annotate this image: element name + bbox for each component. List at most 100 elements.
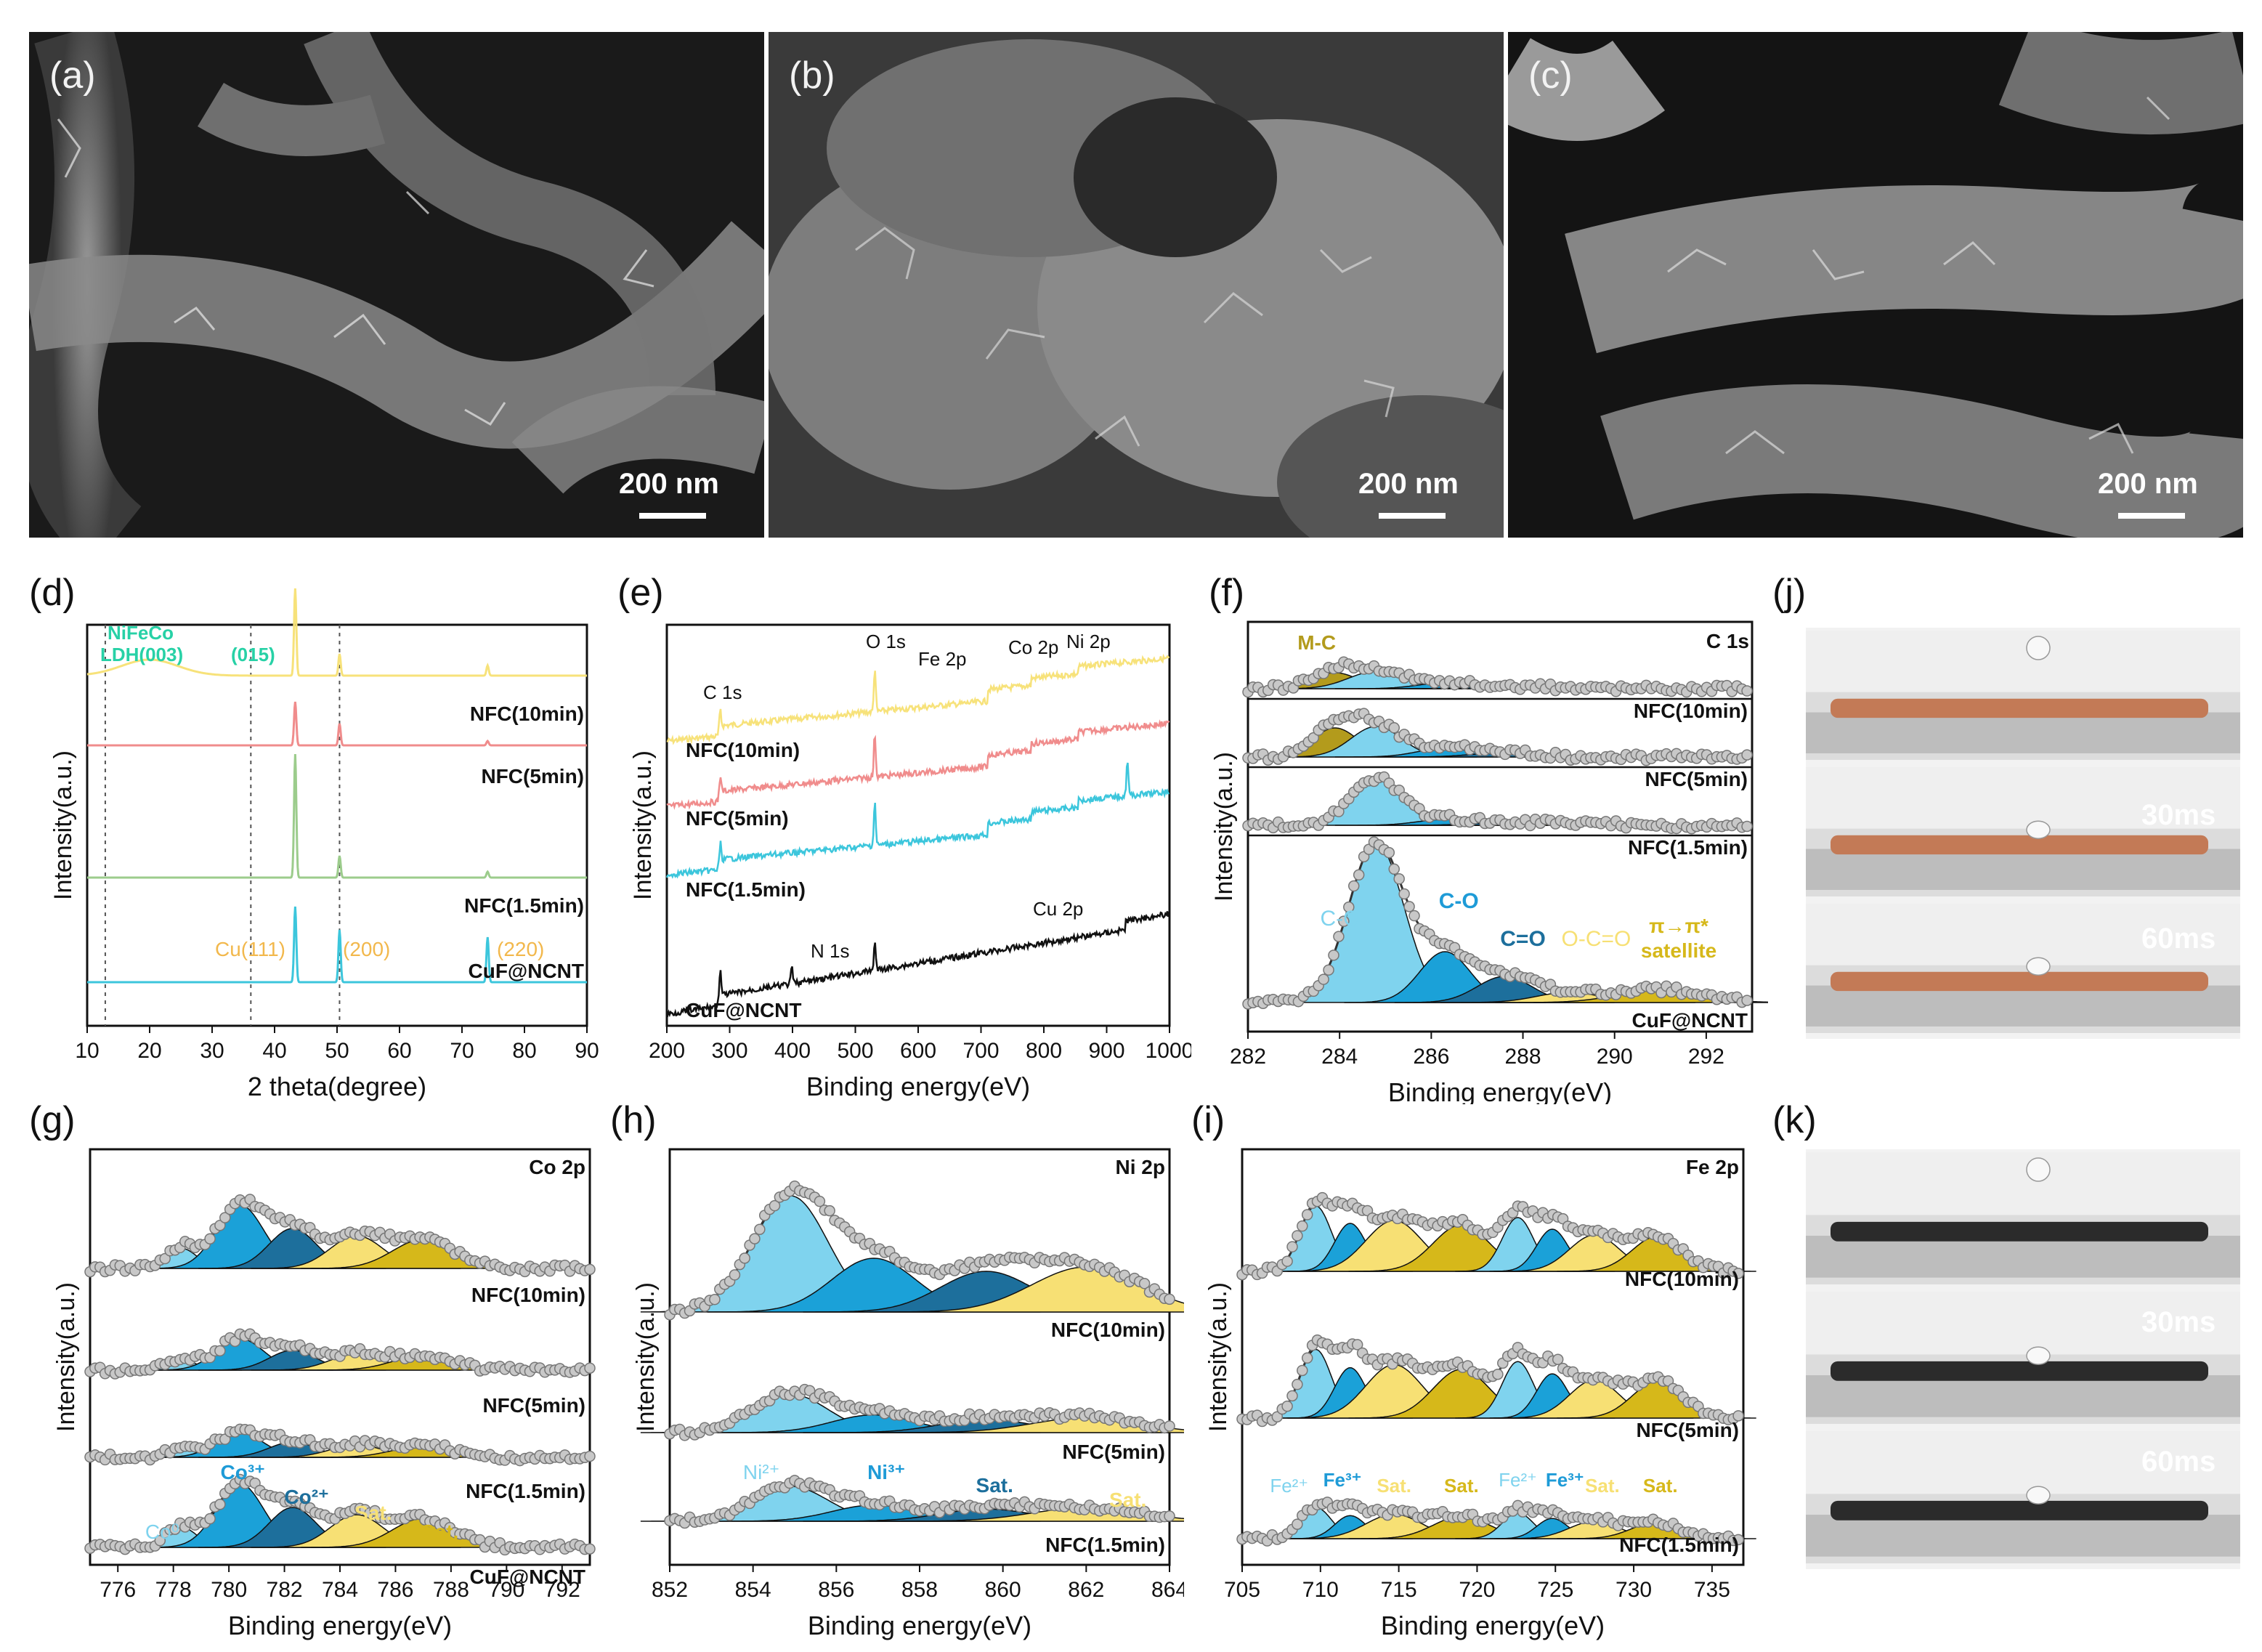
photo-background — [1806, 1431, 2240, 1494]
data-point — [1552, 1353, 1564, 1365]
series-label: NFC(10min) — [470, 702, 584, 725]
x-tick-label: 735 — [1694, 1578, 1730, 1602]
series-label: NFC(10min) — [1634, 700, 1748, 722]
series-label: NFC(1.5min) — [464, 894, 584, 917]
x-tick-label: 858 — [901, 1578, 938, 1602]
peak-label: π→π* — [1649, 915, 1708, 937]
data-point — [1351, 1339, 1363, 1351]
series-label: CuF@NCNT — [1632, 1009, 1748, 1032]
annotation: (220) — [497, 938, 544, 960]
photo-background — [1806, 1292, 2240, 1355]
peak-annotation: Fe 2p — [918, 648, 967, 670]
series-label: CuF@NCNT — [686, 999, 802, 1021]
x-tick-label: 862 — [1068, 1578, 1104, 1602]
sample-substrate — [1831, 1361, 2208, 1381]
series-line — [87, 753, 587, 879]
panel-label: (g) — [29, 1099, 76, 1141]
x-tick-label: 40 — [262, 1039, 286, 1063]
water-droplet — [2026, 820, 2051, 839]
annotation: LDH(003) — [100, 644, 183, 665]
sem-texture-a — [29, 32, 764, 538]
data-point — [1741, 685, 1753, 697]
photo-stage — [1806, 849, 2240, 890]
series-line — [87, 906, 587, 984]
frame-time: 60ms — [2141, 1446, 2216, 1478]
data-point — [204, 1233, 216, 1244]
data-point — [1308, 732, 1319, 744]
scale-label: 200 nm — [2098, 468, 2198, 500]
sample-substrate — [1831, 698, 2208, 718]
data-point — [214, 1345, 226, 1357]
peak-label: Ni³⁺ — [867, 1461, 905, 1483]
x-tick-label: 705 — [1224, 1578, 1260, 1602]
x-tick-label: 715 — [1381, 1578, 1417, 1602]
x-tick-label: 80 — [512, 1039, 536, 1063]
x-tick-label: 400 — [774, 1039, 811, 1063]
x-tick-label: 500 — [837, 1039, 873, 1063]
data-point — [1732, 1268, 1744, 1279]
data-point — [214, 1219, 226, 1231]
sample-substrate — [1831, 1500, 2208, 1521]
peak-annotation: N 1s — [811, 940, 849, 962]
panel-label: (j) — [1772, 572, 1807, 614]
peak-label: C=O — [1500, 927, 1546, 951]
photo-stage — [1806, 1515, 2240, 1557]
data-point — [1138, 1278, 1151, 1289]
annotation: (015) — [231, 644, 275, 665]
peak-label: Sat. — [421, 1521, 458, 1543]
series-line — [666, 719, 1170, 810]
scale-bar: 200 nm — [619, 468, 719, 519]
data-point — [1164, 1293, 1175, 1305]
y-axis-label: Intensity(a.u.) — [1204, 1282, 1232, 1432]
peak-annotation: Ni 2p — [1066, 631, 1111, 652]
peak-label: Sat. — [1643, 1475, 1678, 1497]
photo-background — [1806, 767, 2240, 829]
series-line — [87, 701, 587, 747]
x-tick-label: 852 — [652, 1578, 688, 1602]
data-point — [1398, 888, 1410, 900]
y-axis-label: Intensity(a.u.) — [1210, 752, 1238, 902]
sem-texture-b — [769, 32, 1504, 538]
x-tick-label: 600 — [900, 1039, 936, 1063]
sample-substrate — [1831, 835, 2208, 855]
x-tick-label: 70 — [450, 1039, 474, 1063]
x-axis-label: Binding energy(eV) — [806, 1072, 1030, 1101]
contact-photo-k: 30ms 60ms — [1806, 1149, 2240, 1569]
peak-label: C-C — [1321, 907, 1359, 931]
data-point — [1164, 1510, 1175, 1522]
series-label: CuF@NCNT — [470, 1566, 586, 1588]
frame-time: 30ms — [2141, 799, 2216, 831]
x-tick-label: 50 — [325, 1039, 349, 1063]
xrd-chart: 10 20 30 40 50 60 70 80 90 2 theta(degree) Intensi… — [49, 588, 599, 1101]
x-tick-label: 290 — [1597, 1045, 1633, 1069]
data-point — [1741, 820, 1753, 833]
sem-image-b: (b) 200 nm — [769, 32, 1504, 538]
scale-label: 200 nm — [1358, 468, 1459, 500]
annotation: NiFeCo — [108, 622, 174, 644]
peak-label: Co³⁺ — [221, 1461, 265, 1483]
data-point — [584, 1263, 596, 1276]
x-tick-label: 20 — [137, 1039, 161, 1063]
photo-background — [1806, 631, 2240, 692]
series-label: NFC(5min) — [1645, 768, 1748, 790]
data-point — [1292, 1230, 1303, 1242]
photo-stage — [1806, 1375, 2240, 1417]
y-axis-label: Intensity(a.u.) — [52, 1282, 80, 1432]
series-line — [86, 588, 587, 677]
y-axis-label: Intensity(a.u.) — [629, 750, 657, 900]
data-point — [584, 1362, 596, 1374]
data-point — [1301, 1352, 1313, 1364]
chart-title: C 1s — [1706, 630, 1749, 652]
x-tick-label: 710 — [1302, 1578, 1339, 1602]
series-label: NFC(1.5min) — [1628, 836, 1748, 859]
peak-label: C-O — [1439, 889, 1479, 913]
data-point — [1271, 1411, 1284, 1422]
data-point — [1393, 873, 1405, 885]
data-point — [204, 1513, 216, 1525]
water-droplet — [2026, 1346, 2051, 1365]
panel-label: (d) — [29, 572, 76, 614]
peak-label: Co⁰ — [145, 1521, 179, 1543]
data-point — [1297, 1364, 1308, 1377]
panel-label: (c) — [1528, 54, 1573, 97]
data-point — [1741, 749, 1753, 761]
